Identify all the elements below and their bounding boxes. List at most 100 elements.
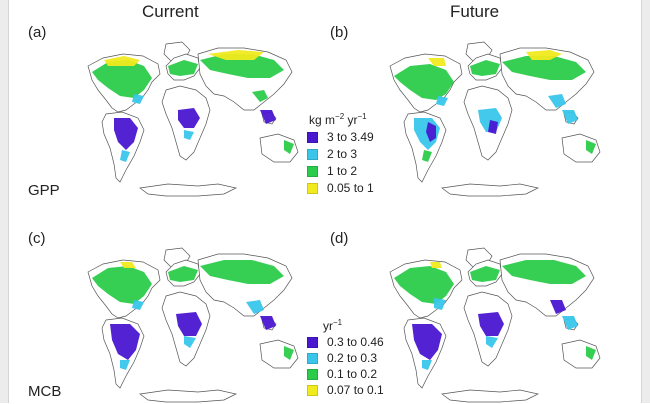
vegetation-patch — [470, 60, 500, 76]
vegetation-patch — [422, 360, 432, 370]
vegetation-patch — [586, 346, 596, 360]
vegetation-patch — [426, 122, 436, 142]
antarctica-outline — [139, 389, 238, 403]
vegetation-patch — [428, 58, 446, 66]
vegetation-patch — [132, 94, 144, 104]
legend-mcb-swatch — [307, 384, 318, 396]
legend-mcb-item: 0.3 to 0.46 — [307, 335, 384, 349]
vegetation-patch — [470, 266, 500, 282]
map-mcb-current — [48, 244, 308, 404]
vegetation-patch — [394, 64, 454, 100]
legend-mcb-swatch — [307, 336, 318, 348]
row-label-mcb: MCB — [28, 383, 62, 400]
vegetation-patch — [284, 346, 294, 360]
vegetation-patches — [92, 50, 294, 162]
legend-gpp-swatch — [307, 148, 318, 160]
vegetation-patch — [486, 336, 498, 348]
vegetation-patch — [200, 260, 284, 284]
vegetation-patch — [434, 298, 446, 310]
legend-mcb-item: 0.07 to 0.1 — [307, 383, 384, 397]
vegetation-patch — [168, 60, 198, 76]
legend-gpp-label: 1 to 2 — [327, 164, 358, 178]
legend-gpp-unit: kg m−2 yr−1 — [309, 112, 367, 127]
legend-mcb-swatch — [307, 368, 318, 380]
panel-label-c: (c) — [28, 230, 46, 247]
legend-gpp-label: 3 to 3.49 — [327, 130, 374, 144]
vegetation-patch — [176, 312, 202, 336]
vegetation-patch — [436, 96, 448, 106]
vegetation-patch — [120, 360, 130, 370]
antarctica-outline — [441, 389, 540, 403]
map-svg — [389, 247, 601, 403]
legend-gpp-label: 2 to 3 — [327, 147, 358, 161]
vegetation-patch — [184, 336, 196, 348]
panel-label-d: (d) — [330, 230, 349, 247]
vegetation-patch — [284, 140, 294, 154]
australia-outline — [259, 339, 299, 369]
column-title-future: Future — [450, 2, 500, 21]
map-gpp-current — [48, 38, 308, 198]
frame-right-edge — [641, 0, 650, 403]
vegetation-patch — [430, 262, 442, 268]
legend-gpp: kg m−2 yr−1 3 to 3.49 2 to 3 1 to 2 0.05… — [307, 112, 427, 202]
map-svg — [87, 41, 299, 197]
map-svg — [389, 41, 601, 197]
legend-gpp-label: 0.05 to 1 — [327, 181, 374, 195]
australia-outline — [259, 133, 299, 163]
vegetation-patch — [252, 90, 268, 102]
vegetation-patch — [200, 54, 284, 78]
vegetation-patch — [246, 300, 264, 314]
vegetation-patch — [586, 140, 596, 154]
vegetation-patch — [562, 316, 578, 330]
vegetation-patch — [104, 56, 140, 66]
vegetation-patch — [488, 120, 498, 134]
vegetation-patch — [548, 94, 566, 108]
vegetation-patches — [394, 50, 596, 162]
map-mcb-future — [350, 244, 610, 404]
vegetation-patch — [208, 50, 264, 60]
legend-gpp-item: 1 to 2 — [307, 164, 357, 178]
legend-gpp-item: 3 to 3.49 — [307, 130, 374, 144]
vegetation-patch — [132, 300, 144, 310]
map-svg — [87, 247, 299, 403]
legend-gpp-swatch — [307, 182, 318, 194]
vegetation-patch — [502, 260, 586, 284]
panel-label-a: (a) — [28, 24, 47, 41]
legend-mcb-label: 0.1 to 0.2 — [327, 367, 378, 381]
vegetation-patch — [178, 108, 200, 128]
legend-mcb-label: 0.3 to 0.46 — [327, 335, 384, 349]
vegetation-patch — [260, 110, 276, 124]
vegetation-patch — [562, 110, 578, 124]
australia-outline — [561, 133, 601, 163]
legend-mcb-label: 0.07 to 0.1 — [327, 383, 384, 397]
legend-mcb-swatch — [307, 352, 318, 364]
vegetation-patch — [92, 60, 152, 98]
vegetation-patch — [526, 50, 562, 60]
vegetation-patch — [502, 56, 586, 80]
vegetation-patch — [92, 266, 152, 304]
vegetation-patches — [92, 260, 294, 370]
legend-gpp-item: 0.05 to 1 — [307, 181, 374, 195]
vegetation-patch — [120, 262, 136, 268]
vegetation-patch — [110, 324, 140, 360]
row-label-gpp: GPP — [28, 182, 60, 199]
vegetation-patch — [422, 150, 432, 162]
legend-mcb-item: 0.1 to 0.2 — [307, 367, 377, 381]
vegetation-patch — [394, 266, 454, 304]
legend-mcb-label: 0.2 to 0.3 — [327, 351, 378, 365]
vegetation-patches — [394, 260, 596, 370]
frame-left-edge — [0, 0, 9, 403]
antarctica-outline — [139, 183, 238, 197]
legend-mcb: yr−1 0.3 to 0.46 0.2 to 0.3 0.1 to 0.2 0… — [307, 318, 427, 403]
vegetation-patch — [550, 300, 566, 314]
legend-mcb-unit: yr−1 — [323, 318, 343, 333]
australia-outline — [561, 339, 601, 369]
legend-mcb-item: 0.2 to 0.3 — [307, 351, 377, 365]
map-gpp-future — [350, 38, 610, 198]
vegetation-patch — [168, 266, 198, 282]
vegetation-patch — [260, 316, 276, 330]
column-title-current: Current — [142, 2, 199, 21]
vegetation-patch — [184, 130, 194, 140]
vegetation-patch — [120, 150, 130, 162]
panel-label-b: (b) — [330, 24, 349, 41]
